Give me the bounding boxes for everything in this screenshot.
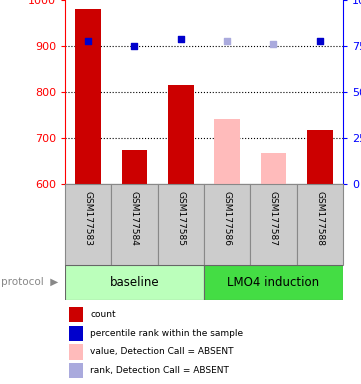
Bar (111, 184, 158, 265)
Text: GSM177584: GSM177584 (130, 191, 139, 246)
Text: GSM177587: GSM177587 (269, 191, 278, 246)
Text: GSM177586: GSM177586 (223, 191, 232, 246)
Bar (69, 363, 83, 378)
Point (178, 36, 184, 42)
Text: baseline: baseline (110, 276, 159, 289)
Bar (168, 85, 193, 184)
Bar (204, 184, 250, 265)
Text: count: count (90, 310, 116, 319)
Text: rank, Detection Call = ABSENT: rank, Detection Call = ABSENT (90, 366, 229, 375)
Bar (250, 184, 297, 265)
Bar (297, 184, 343, 265)
Text: GSM177583: GSM177583 (84, 191, 93, 246)
Bar (204, 265, 343, 300)
Bar (122, 150, 147, 184)
Text: value, Detection Call = ABSENT: value, Detection Call = ABSENT (90, 348, 234, 356)
Bar (214, 119, 240, 184)
Text: GSM177588: GSM177588 (315, 191, 324, 246)
Bar (65, 184, 111, 265)
Bar (65, 265, 204, 300)
Point (317, 38, 323, 44)
Point (131, 43, 137, 49)
Bar (69, 307, 83, 322)
Text: GSM177585: GSM177585 (176, 191, 185, 246)
Text: percentile rank within the sample: percentile rank within the sample (90, 329, 243, 338)
Point (224, 38, 230, 44)
Point (85, 38, 91, 44)
Bar (75, 9, 101, 184)
Bar (69, 326, 83, 341)
Point (271, 41, 277, 47)
Text: LMO4 induction: LMO4 induction (227, 276, 319, 289)
Bar (261, 153, 286, 184)
Text: protocol  ▶: protocol ▶ (0, 277, 58, 287)
Bar (158, 184, 204, 265)
Bar (307, 130, 332, 184)
Bar (69, 344, 83, 359)
